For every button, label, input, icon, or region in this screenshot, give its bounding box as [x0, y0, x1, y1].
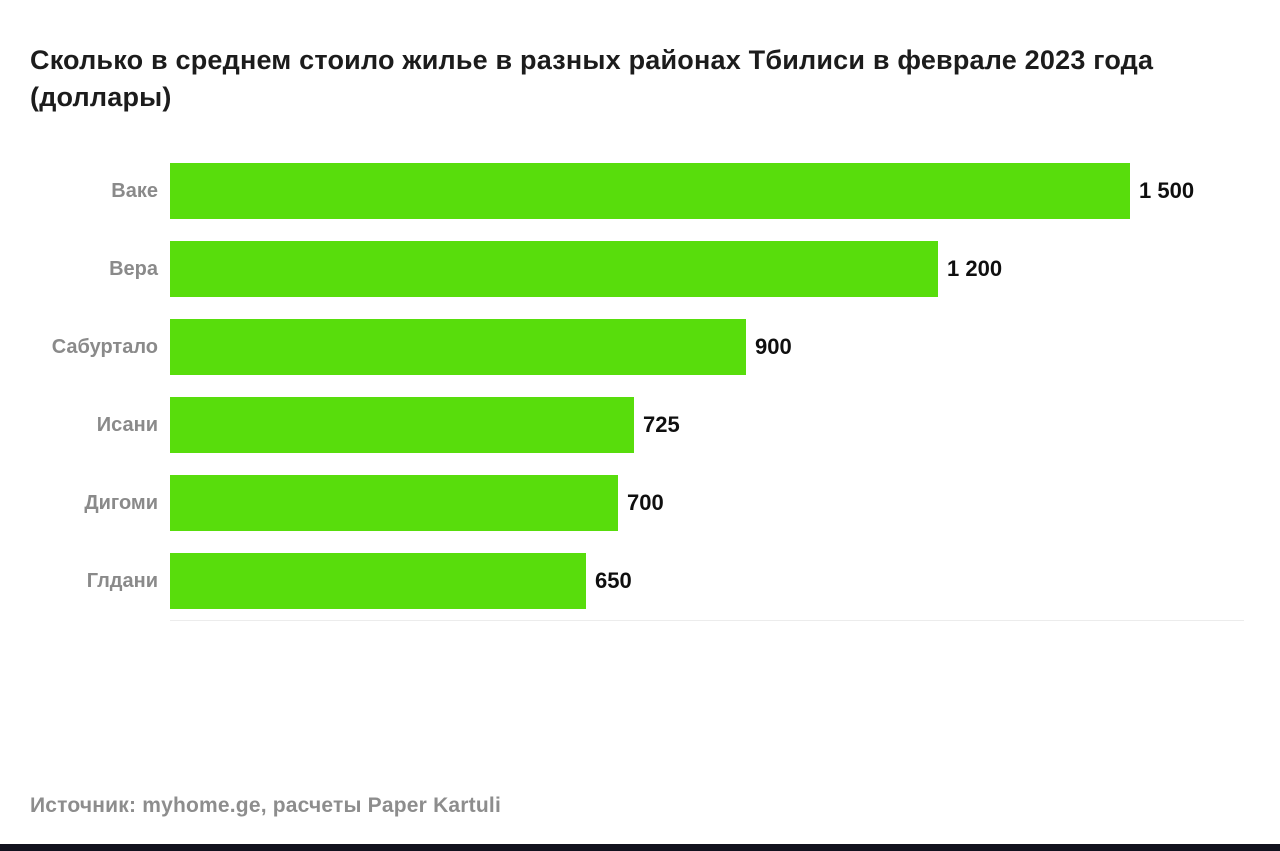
bottom-strip: [0, 844, 1280, 851]
category-label: Ваке: [111, 179, 158, 202]
bar-chart: Ваке 1 500 Вера 1 200 Сабуртало 900 Исани 725 Ди…: [30, 163, 1244, 621]
value-label: 1 200: [947, 256, 1003, 281]
value-label: 900: [755, 334, 792, 359]
bar-area: 1 200: [170, 241, 1130, 297]
bar-row: Глдани 650: [30, 553, 1244, 609]
bar: [170, 163, 1130, 219]
axis-baseline: [170, 620, 1244, 621]
bar-row: Ваке 1 500: [30, 163, 1244, 219]
bar: [170, 475, 618, 531]
bar-area: 700: [170, 475, 1130, 531]
value-label: 1 500: [1139, 178, 1195, 203]
bar-row: Дигоми 700: [30, 475, 1244, 531]
category-label: Дигоми: [84, 491, 158, 514]
bar-area: 1 500: [170, 163, 1194, 219]
value-label: 725: [643, 412, 680, 437]
value-label: 700: [627, 490, 664, 515]
bar-rows: Ваке 1 500 Вера 1 200 Сабуртало 900 Исани 725 Ди…: [30, 163, 1244, 609]
source-caption: Источник: myhome.ge, расчеты Paper Kartu…: [30, 794, 501, 817]
bar: [170, 553, 586, 609]
bar: [170, 241, 938, 297]
category-label: Вера: [109, 257, 158, 280]
category-label: Глдани: [86, 569, 158, 592]
bar: [170, 397, 634, 453]
bar-area: 650: [170, 553, 1130, 609]
category-label: Исани: [96, 413, 158, 436]
bar-row: Исани 725: [30, 397, 1244, 453]
value-label: 650: [595, 568, 632, 593]
bar-area: 725: [170, 397, 1130, 453]
bar-area: 900: [170, 319, 1130, 375]
bar: [170, 319, 746, 375]
chart-title: Сколько в среднем стоило жилье в разных …: [30, 45, 1154, 113]
bar-row: Сабуртало 900: [30, 319, 1244, 375]
category-label: Сабуртало: [51, 335, 158, 358]
bar-row: Вера 1 200: [30, 241, 1244, 297]
